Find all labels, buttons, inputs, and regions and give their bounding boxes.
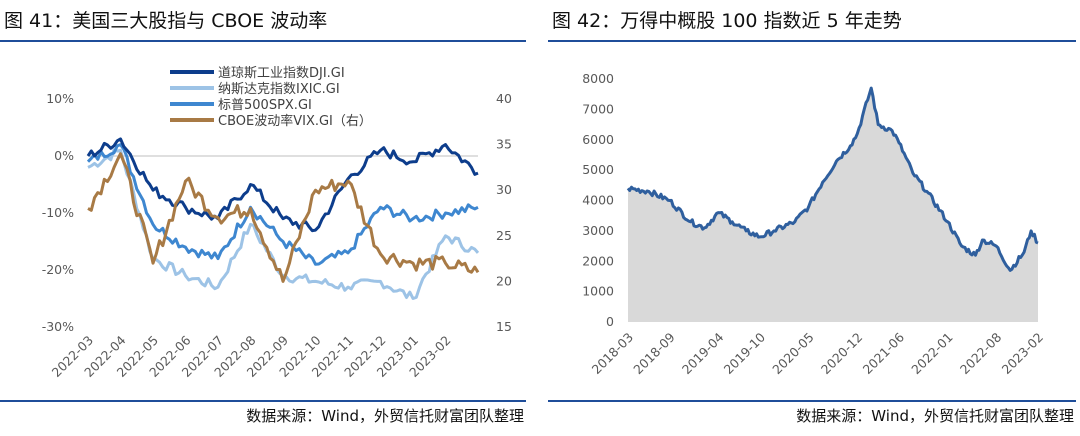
right-y-tick-label: 35 — [496, 137, 512, 152]
y-tick-label: 6000 — [582, 132, 614, 147]
left-y-tick-label: -10% — [42, 205, 74, 220]
x-tick-label: 2018-03 — [589, 330, 637, 378]
right-y-tick-label: 25 — [496, 228, 512, 243]
right-y-tick-label: 20 — [496, 273, 512, 288]
series-line — [87, 152, 480, 283]
left-y-tick-label: -20% — [42, 262, 74, 277]
series-line — [626, 86, 1039, 272]
right-source-note: 数据来源：Wind，外贸信托财富团队整理 — [796, 407, 1074, 425]
right-figure-title: 图 42：万得中概股 100 指数近 5 年走势 — [552, 10, 902, 32]
left-title-rule — [0, 40, 526, 42]
legend-label: 纳斯达克指数IXIC.GI — [218, 82, 340, 97]
left-y-tick-label: -30% — [42, 319, 74, 334]
left-y-tick-label: 10% — [46, 91, 74, 106]
y-tick-label: 7000 — [582, 101, 614, 116]
left-panel: 图 41：美国三大股指与 CBOE 波动率 10% 0% -10% -20% -30% 4… — [0, 0, 530, 436]
y-tick-label: 2000 — [582, 253, 614, 268]
x-tick-label: 2018-09 — [630, 329, 678, 377]
y-tick-label: 8000 — [582, 71, 614, 86]
right-chart: 0 1000 2000 3000 4000 5000 6000 7000 8000 2018-03… — [582, 71, 1047, 378]
y-tick-label: 1000 — [582, 284, 614, 299]
legend-label: 道琼斯工业指数DJI.GI — [218, 66, 345, 81]
series-line — [86, 137, 479, 233]
right-y-tick-label: 40 — [496, 91, 512, 106]
right-y-tick-label: 15 — [496, 319, 512, 334]
y-tick-label: 5000 — [582, 162, 614, 177]
right-y-tick-label: 30 — [496, 182, 512, 197]
x-tick-label: 2023-02 — [999, 330, 1047, 378]
y-tick-label: 4000 — [582, 193, 614, 208]
x-tick-label: 2019-10 — [721, 329, 769, 377]
left-chart: 10%0%-10%-20%-30%4035302520152022-032022… — [42, 66, 512, 380]
right-title-rule — [548, 40, 1076, 42]
x-tick-label: 2022-01 — [908, 330, 956, 378]
legend-label: 标普500SPX.GI — [218, 98, 312, 113]
right-panel: 图 42：万得中概股 100 指数近 5 年走势 0 1000 2000 3000 40… — [548, 0, 1080, 436]
x-tick-label: 2019-04 — [679, 329, 727, 377]
x-tick-label: 2022-08 — [957, 329, 1005, 377]
x-tick-label: 2021-06 — [860, 329, 908, 377]
left-figure-title: 图 41：美国三大股指与 CBOE 波动率 — [4, 10, 328, 32]
legend-label: CBOE波动率VIX.GI（右） — [218, 113, 372, 129]
y-tick-label: 3000 — [582, 223, 614, 238]
y-tick-label: 0 — [606, 314, 614, 329]
series-line — [86, 143, 479, 266]
x-tick-label: 2020-05 — [769, 330, 817, 378]
left-source-note: 数据来源：Wind，外贸信托财富团队整理 — [246, 407, 524, 425]
right-source-rule — [548, 400, 1076, 402]
left-source-rule — [0, 400, 526, 402]
area-fill — [628, 88, 1038, 322]
x-tick-label: 2020-12 — [818, 330, 866, 378]
left-y-tick-label: 0% — [54, 148, 74, 163]
